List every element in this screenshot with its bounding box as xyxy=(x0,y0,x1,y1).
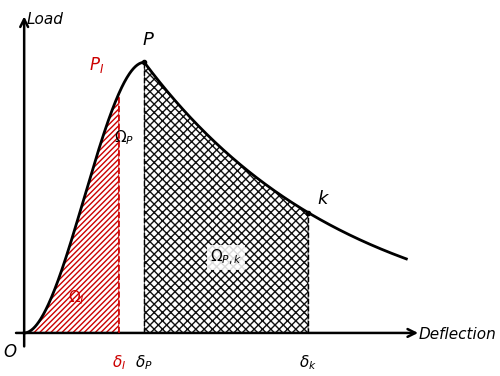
Text: $k$: $k$ xyxy=(317,191,330,209)
Text: O: O xyxy=(3,343,16,361)
Text: $P_I$: $P_I$ xyxy=(89,55,104,75)
Text: Load: Load xyxy=(27,12,64,27)
Text: $\Omega_P$: $\Omega_P$ xyxy=(114,129,134,147)
Text: $P$: $P$ xyxy=(142,31,154,49)
Text: $\Omega_{P,k}$: $\Omega_{P,k}$ xyxy=(210,247,242,267)
Text: $\delta_I$: $\delta_I$ xyxy=(112,353,126,372)
Text: $\delta_k$: $\delta_k$ xyxy=(299,353,317,372)
Text: Deflection: Deflection xyxy=(419,327,497,342)
Text: $\delta_P$: $\delta_P$ xyxy=(136,353,153,372)
Text: $\Omega_I$: $\Omega_I$ xyxy=(68,288,84,307)
